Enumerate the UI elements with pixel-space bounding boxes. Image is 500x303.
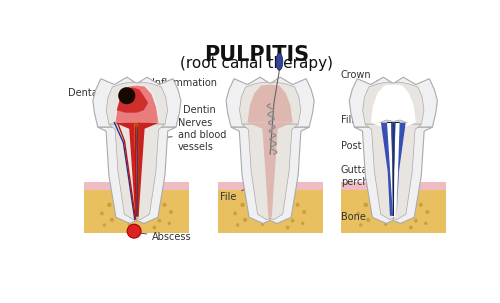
- Circle shape: [424, 221, 428, 225]
- Circle shape: [252, 207, 258, 211]
- Polygon shape: [371, 123, 394, 217]
- Circle shape: [152, 226, 156, 229]
- Polygon shape: [84, 182, 190, 190]
- Polygon shape: [231, 127, 270, 224]
- Circle shape: [158, 219, 162, 223]
- Polygon shape: [116, 85, 158, 123]
- Circle shape: [140, 216, 144, 220]
- Polygon shape: [98, 127, 137, 224]
- Text: Abscess: Abscess: [128, 231, 192, 242]
- Text: Dental caries: Dental caries: [68, 88, 132, 103]
- Circle shape: [127, 224, 141, 238]
- Circle shape: [118, 87, 136, 104]
- Circle shape: [296, 203, 300, 207]
- Polygon shape: [137, 127, 176, 224]
- Polygon shape: [394, 127, 432, 224]
- Polygon shape: [394, 123, 416, 217]
- Text: Bone: Bone: [341, 210, 380, 222]
- Circle shape: [302, 210, 306, 214]
- Circle shape: [280, 208, 285, 213]
- Circle shape: [243, 218, 247, 222]
- Circle shape: [236, 223, 240, 227]
- Circle shape: [169, 210, 173, 214]
- Circle shape: [102, 223, 106, 227]
- Polygon shape: [354, 127, 394, 224]
- Polygon shape: [226, 77, 314, 127]
- Polygon shape: [341, 190, 446, 233]
- Circle shape: [286, 226, 290, 229]
- Text: Crown: Crown: [341, 70, 384, 83]
- Polygon shape: [270, 127, 309, 224]
- Polygon shape: [106, 82, 168, 124]
- Polygon shape: [109, 124, 137, 220]
- Polygon shape: [396, 123, 416, 216]
- Circle shape: [384, 222, 388, 226]
- Circle shape: [233, 211, 237, 215]
- Circle shape: [128, 222, 131, 226]
- Circle shape: [301, 221, 304, 225]
- Circle shape: [396, 216, 400, 220]
- Circle shape: [366, 218, 370, 222]
- Polygon shape: [114, 123, 137, 217]
- Circle shape: [414, 219, 418, 223]
- Polygon shape: [371, 123, 393, 216]
- Circle shape: [100, 211, 104, 215]
- Text: Dentin: Dentin: [163, 105, 216, 115]
- Polygon shape: [114, 123, 137, 217]
- Text: (root canal therapy): (root canal therapy): [180, 56, 333, 72]
- Polygon shape: [84, 190, 190, 233]
- Circle shape: [110, 218, 114, 222]
- Circle shape: [147, 208, 152, 213]
- Polygon shape: [116, 88, 148, 113]
- Circle shape: [240, 202, 245, 207]
- Polygon shape: [248, 123, 270, 217]
- Text: Inflammation: Inflammation: [150, 78, 218, 93]
- Circle shape: [376, 207, 381, 211]
- Polygon shape: [387, 123, 394, 216]
- Polygon shape: [394, 124, 421, 220]
- Circle shape: [107, 202, 112, 207]
- Text: PULPITIS: PULPITIS: [204, 45, 309, 65]
- Circle shape: [273, 216, 277, 220]
- Polygon shape: [365, 124, 394, 220]
- Polygon shape: [240, 82, 300, 124]
- Polygon shape: [242, 124, 270, 220]
- Text: Post: Post: [341, 142, 383, 152]
- Polygon shape: [218, 190, 322, 233]
- Text: Nerves
and blood
vessels: Nerves and blood vessels: [144, 118, 226, 152]
- Polygon shape: [137, 123, 160, 217]
- Circle shape: [359, 223, 362, 227]
- Circle shape: [364, 202, 368, 207]
- Polygon shape: [248, 85, 292, 123]
- Circle shape: [120, 207, 124, 211]
- Circle shape: [426, 210, 430, 214]
- Ellipse shape: [276, 53, 283, 70]
- Polygon shape: [114, 85, 160, 123]
- Text: Gutta
percha: Gutta percha: [341, 165, 380, 187]
- Polygon shape: [380, 120, 407, 123]
- Circle shape: [419, 203, 423, 207]
- Circle shape: [356, 211, 360, 215]
- Polygon shape: [362, 82, 424, 124]
- Circle shape: [261, 222, 264, 226]
- Polygon shape: [394, 123, 400, 216]
- Polygon shape: [93, 77, 181, 127]
- Polygon shape: [270, 123, 292, 217]
- Polygon shape: [350, 77, 438, 127]
- Circle shape: [409, 226, 412, 229]
- Text: Filling: Filling: [341, 115, 383, 125]
- Polygon shape: [218, 182, 322, 190]
- Text: File: File: [220, 186, 252, 201]
- Polygon shape: [137, 123, 160, 217]
- Polygon shape: [137, 124, 165, 220]
- Circle shape: [162, 203, 166, 207]
- Circle shape: [290, 219, 294, 223]
- Polygon shape: [371, 85, 416, 123]
- Circle shape: [168, 221, 171, 225]
- Polygon shape: [341, 182, 446, 190]
- Circle shape: [404, 208, 408, 213]
- Polygon shape: [270, 124, 298, 220]
